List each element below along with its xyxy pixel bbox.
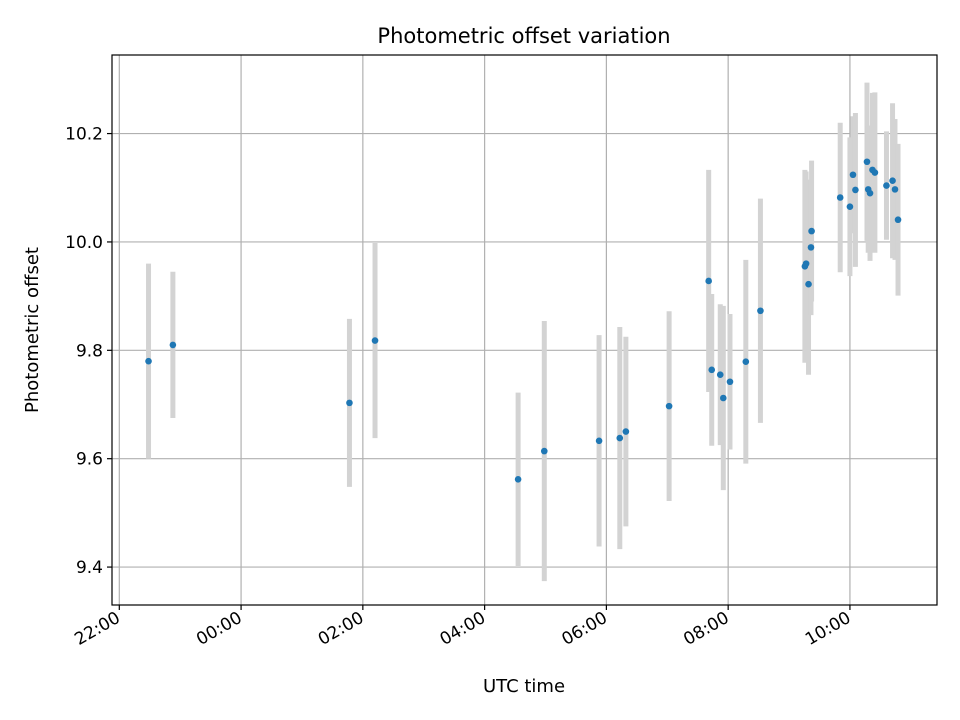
data-point (742, 358, 750, 365)
data-point (889, 177, 896, 185)
data-point (708, 366, 716, 374)
data-point (346, 399, 353, 407)
data-point (169, 341, 177, 349)
y-tick-label: 9.8 (76, 341, 103, 361)
y-tick-label: 9.6 (76, 450, 103, 470)
y-tick-label: 10.0 (65, 233, 103, 253)
data-point (807, 244, 815, 251)
data-point (716, 371, 724, 379)
data-point (852, 186, 859, 194)
data-point (616, 434, 624, 442)
y-axis-label: Photometric offset (22, 247, 43, 413)
data-point (622, 428, 630, 435)
grid-layer (112, 55, 937, 605)
data-point (665, 402, 673, 410)
plot-area-frame (111, 54, 938, 606)
data-point (805, 280, 812, 288)
data-point (514, 475, 522, 483)
y-tick-label: 10.2 (65, 125, 103, 145)
data-point (871, 169, 879, 176)
data-point (846, 203, 854, 211)
data-point (883, 182, 890, 189)
data-point (719, 394, 727, 402)
y-axis-ticks: 9.4 9.6 9.8 10.0 10.2 (65, 125, 112, 578)
data-point (866, 189, 874, 197)
point-layer (145, 158, 902, 483)
data-point (371, 337, 379, 344)
x-axis-label: UTC time (483, 676, 565, 697)
data-point (540, 447, 548, 455)
data-point (726, 378, 734, 386)
data-point (145, 357, 152, 365)
data-point (836, 194, 844, 201)
data-point (891, 186, 899, 193)
data-point (849, 171, 857, 179)
data-point (802, 260, 810, 267)
data-point (863, 158, 871, 166)
data-point (894, 216, 902, 224)
data-point (595, 437, 603, 445)
data-point (757, 307, 764, 315)
y-tick-label: 9.4 (76, 558, 103, 578)
data-point (705, 277, 712, 285)
chart-title: Photometric offset variation (377, 24, 670, 48)
data-point (808, 227, 815, 235)
